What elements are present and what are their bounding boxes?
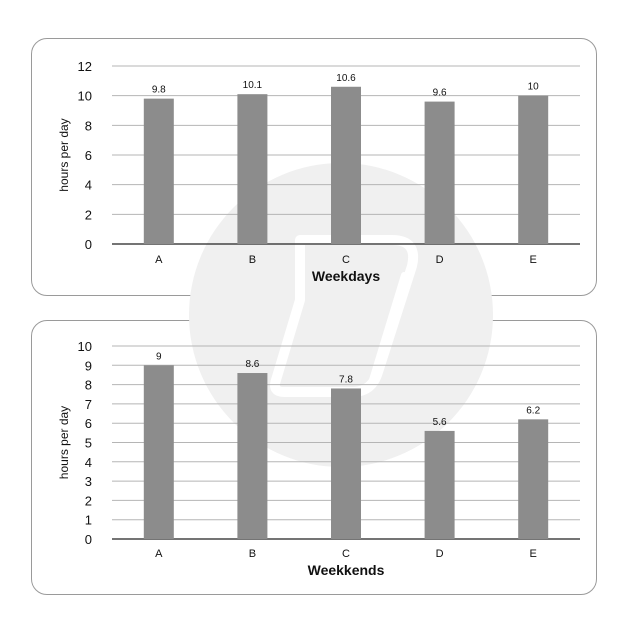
- y-tick-label: 12: [78, 59, 92, 74]
- data-label: 9.8: [152, 85, 166, 96]
- x-tick-label: A: [155, 548, 163, 560]
- y-tick-label: 0: [85, 532, 92, 547]
- bar-D: [424, 101, 455, 244]
- data-label: 9: [156, 351, 162, 362]
- y-tick-label: 7: [85, 397, 92, 412]
- y-tick-label: 6: [85, 416, 92, 431]
- y-tick-label: 2: [85, 493, 92, 508]
- y-tick-label: 6: [85, 148, 92, 163]
- x-axis-title: Weekdays: [312, 268, 380, 284]
- bar-C: [331, 86, 361, 245]
- data-label: 8.6: [245, 359, 259, 370]
- data-label: 10.6: [336, 73, 356, 84]
- weekends-bar-chart: 0 1 2 3 4 5 6 7 8 9 10 9 A 8.6 B 7.8 C 5.6 D 6.2 E Weekkends h…: [57, 339, 580, 578]
- bar-B: [237, 94, 268, 244]
- x-tick-label: D: [436, 254, 444, 266]
- data-label: 7.8: [339, 374, 353, 385]
- x-tick-label: B: [249, 254, 256, 266]
- data-label: 9.6: [433, 88, 447, 99]
- y-tick-label: 8: [85, 378, 92, 393]
- x-tick-label: E: [530, 548, 537, 560]
- y-tick-label: 5: [85, 436, 92, 451]
- bar-A: [143, 98, 174, 244]
- y-tick-label: 4: [85, 455, 92, 470]
- y-tick-label: 8: [85, 118, 92, 133]
- x-tick-label: B: [249, 548, 256, 560]
- bar-E: [518, 419, 549, 539]
- bar-B: [237, 373, 268, 539]
- bar-D: [424, 430, 455, 539]
- y-tick-label: 2: [85, 207, 92, 222]
- x-axis-title: Weekkends: [308, 562, 385, 578]
- x-tick-label: C: [342, 254, 350, 266]
- y-tick-label: 0: [85, 237, 92, 252]
- y-tick-label: 1: [85, 513, 92, 528]
- y-tick-label: 4: [85, 178, 92, 193]
- x-tick-label: C: [342, 548, 350, 560]
- x-tick-label: E: [530, 254, 537, 266]
- watermark-stroke: [369, 272, 407, 383]
- data-label: 10: [528, 82, 540, 93]
- y-tick-label: 3: [85, 474, 92, 489]
- bar-C: [331, 388, 361, 539]
- watermark-document-shape: [270, 235, 418, 397]
- y-tick-label: 9: [85, 358, 92, 373]
- data-label: 10.1: [243, 80, 263, 91]
- weekdays-bar-chart: 0 2 4 6 8 10 12 9.8 A 10.1 B 10.6 C 9.6 D 10 E Weekdays ho…: [57, 59, 580, 284]
- y-tick-label: 10: [78, 89, 92, 104]
- bar-E: [518, 95, 549, 245]
- data-label: 5.6: [433, 417, 447, 428]
- y-tick-label: 10: [78, 339, 92, 354]
- bar-A: [143, 365, 174, 539]
- data-label: 6.2: [526, 405, 540, 416]
- y-axis-title: hours per day: [57, 118, 71, 191]
- x-tick-label: D: [436, 548, 444, 560]
- x-tick-label: A: [155, 254, 163, 266]
- y-axis-title: hours per day: [57, 406, 71, 479]
